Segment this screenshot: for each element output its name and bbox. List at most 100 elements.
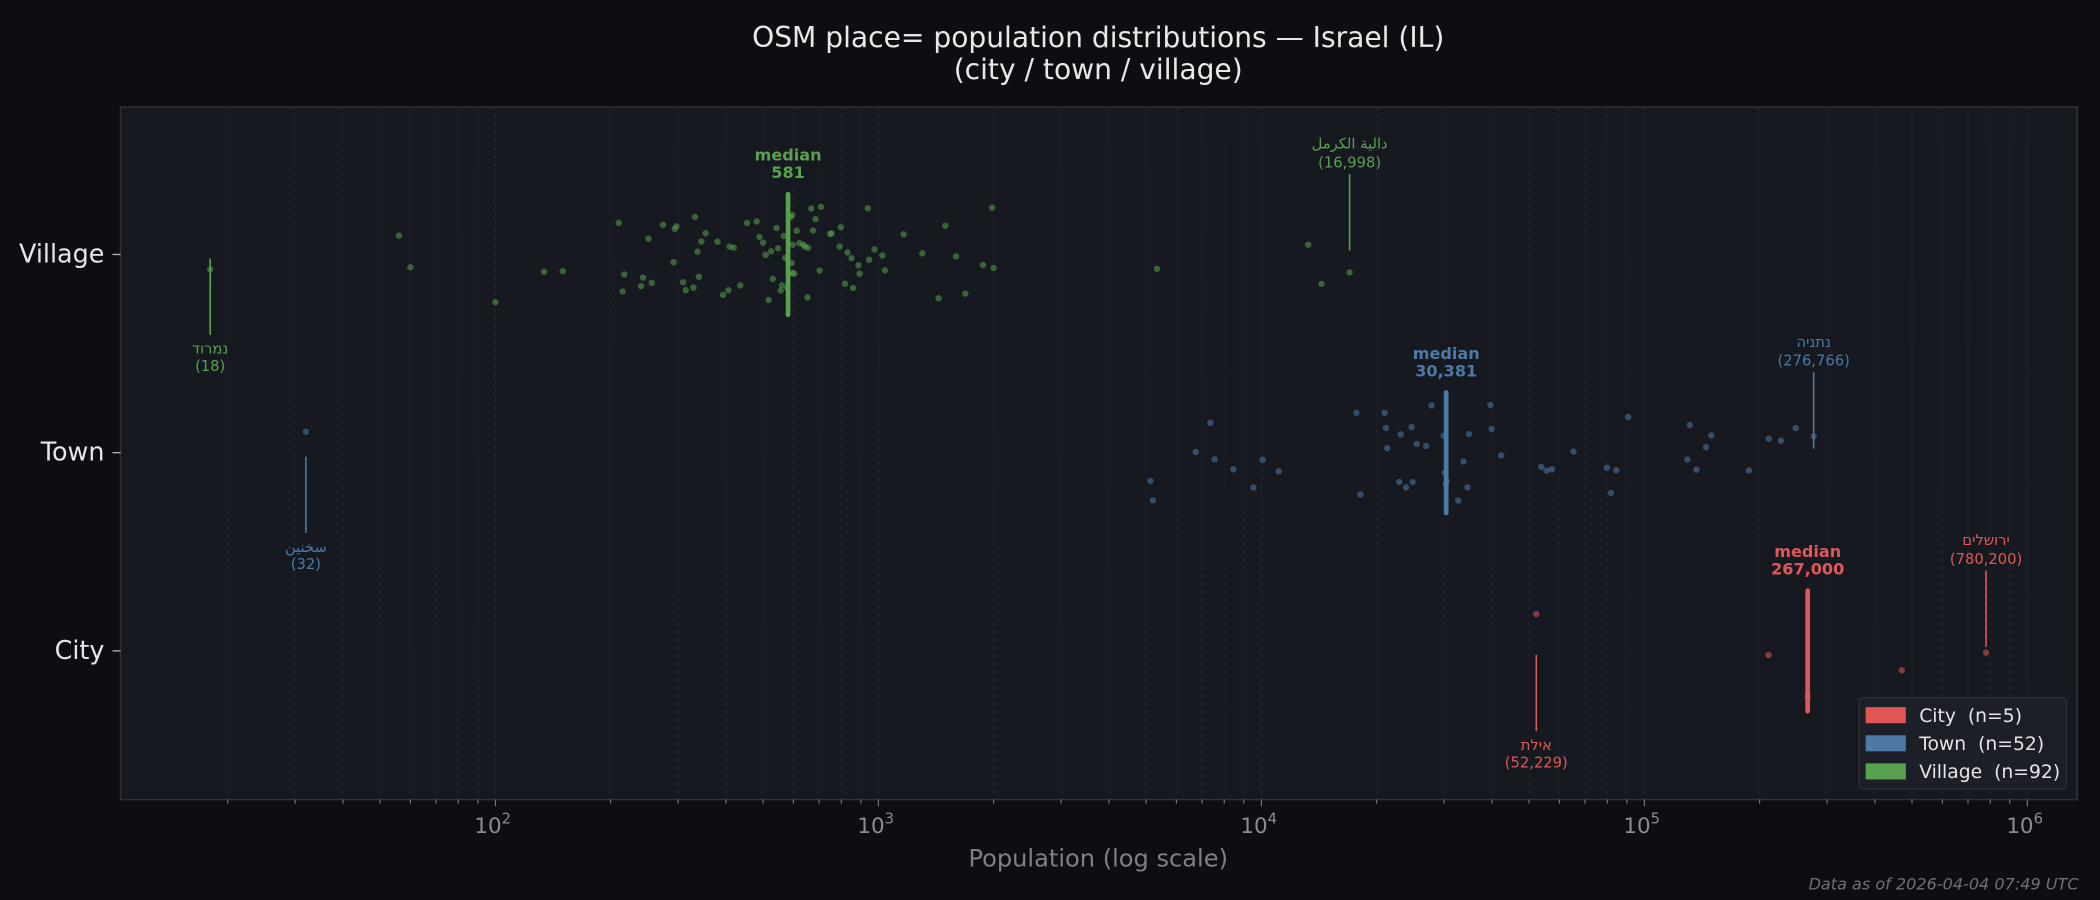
x-axis: 102 103 104 105 106	[227, 799, 2043, 839]
data-point	[1765, 651, 1772, 659]
data-point	[702, 229, 709, 237]
data-point	[1465, 430, 1473, 438]
min-place-name: سخنين	[285, 539, 327, 556]
legend-box	[1858, 697, 2068, 790]
data-point	[1538, 463, 1545, 471]
series-village	[206, 203, 1353, 306]
data-point	[1211, 456, 1218, 463]
x-tick-exponent: 4	[1268, 811, 1277, 828]
data-point	[774, 245, 782, 252]
legend-swatch	[1865, 707, 1906, 724]
data-point	[302, 428, 310, 435]
data-point	[855, 262, 862, 269]
data-point	[1153, 265, 1161, 273]
data-point	[1488, 425, 1495, 433]
x-tick-base: 10	[2006, 814, 2033, 839]
data-point	[1982, 649, 1990, 656]
legend-label: City (n=5)	[1919, 706, 2022, 727]
x-tick-label: 105	[1623, 811, 1660, 839]
data-point	[769, 275, 776, 283]
data-point	[1275, 468, 1282, 475]
y-axis: Village Town City	[19, 239, 121, 665]
data-point	[695, 273, 703, 280]
data-point	[1381, 409, 1388, 417]
min-place-name: אילת	[1521, 737, 1552, 754]
data-point	[856, 270, 863, 277]
data-point	[659, 221, 667, 228]
data-point	[1304, 241, 1312, 248]
data-point	[730, 244, 737, 251]
data-point	[1396, 478, 1403, 486]
data-point	[789, 211, 796, 219]
data-point	[778, 282, 786, 289]
data-point	[615, 219, 623, 227]
chart-title: OSM place= population distributions — Is…	[752, 21, 1444, 54]
max-place-value: (780,200)	[1950, 551, 2022, 568]
max-place-name: ירושלים	[1962, 532, 2009, 549]
data-point	[1686, 421, 1694, 429]
data-point	[773, 224, 780, 232]
data-point	[881, 267, 889, 274]
x-tick-label: 102	[474, 811, 511, 839]
data-point	[1487, 401, 1494, 409]
data-point	[1346, 269, 1353, 276]
data-point	[1548, 466, 1556, 473]
data-point	[979, 261, 987, 269]
median-value: 30,381	[1415, 361, 1477, 380]
data-point	[1149, 497, 1157, 504]
data-point	[777, 287, 784, 294]
data-point	[812, 215, 819, 223]
data-point	[719, 291, 727, 299]
data-point	[988, 204, 996, 211]
data-point	[670, 258, 677, 266]
chart-subtitle: (city / town / village)	[954, 53, 1243, 86]
median-label: median	[755, 146, 822, 165]
data-point	[836, 243, 843, 250]
data-point	[1250, 484, 1257, 491]
data-point	[645, 235, 652, 243]
x-tick-base: 10	[857, 814, 884, 839]
data-point	[1898, 667, 1905, 674]
x-axis-label: Population (log scale)	[968, 845, 1228, 873]
data-point	[780, 232, 787, 240]
data-point	[756, 233, 763, 241]
data-point	[865, 256, 873, 263]
data-point	[540, 268, 548, 275]
data-point	[841, 280, 849, 287]
data-point	[737, 282, 744, 289]
data-point	[1422, 442, 1430, 450]
data-point	[804, 244, 812, 251]
legend-label: Town (n=52)	[1918, 734, 2044, 755]
x-tick-label: 103	[857, 811, 894, 839]
data-point	[1792, 424, 1799, 432]
data-point	[714, 238, 721, 245]
data-point	[1745, 467, 1753, 474]
data-point	[765, 296, 772, 304]
max-place-value: (276,766)	[1777, 353, 1849, 370]
data-point	[679, 278, 687, 286]
data-point	[637, 282, 645, 290]
data-point	[1543, 467, 1550, 474]
data-point	[809, 227, 817, 234]
data-point	[844, 249, 851, 256]
data-point	[848, 254, 855, 262]
data-point	[407, 264, 414, 271]
data-point	[952, 253, 960, 260]
data-point	[1409, 478, 1416, 486]
median-label: median	[1774, 542, 1841, 561]
legend-swatch	[1865, 763, 1906, 780]
max-place-value: (16,998)	[1318, 154, 1381, 171]
data-point	[1147, 477, 1154, 485]
data-point	[789, 241, 797, 248]
x-tick-exponent: 5	[1651, 811, 1660, 828]
data-point	[767, 248, 775, 255]
x-tick-exponent: 3	[885, 811, 894, 828]
data-point	[1625, 413, 1632, 421]
min-place-name: נמרוד	[192, 341, 228, 358]
data-point	[639, 274, 647, 281]
data-point	[1397, 431, 1404, 438]
data-point	[753, 218, 760, 225]
data-point	[759, 239, 767, 246]
data-point	[1603, 464, 1611, 471]
